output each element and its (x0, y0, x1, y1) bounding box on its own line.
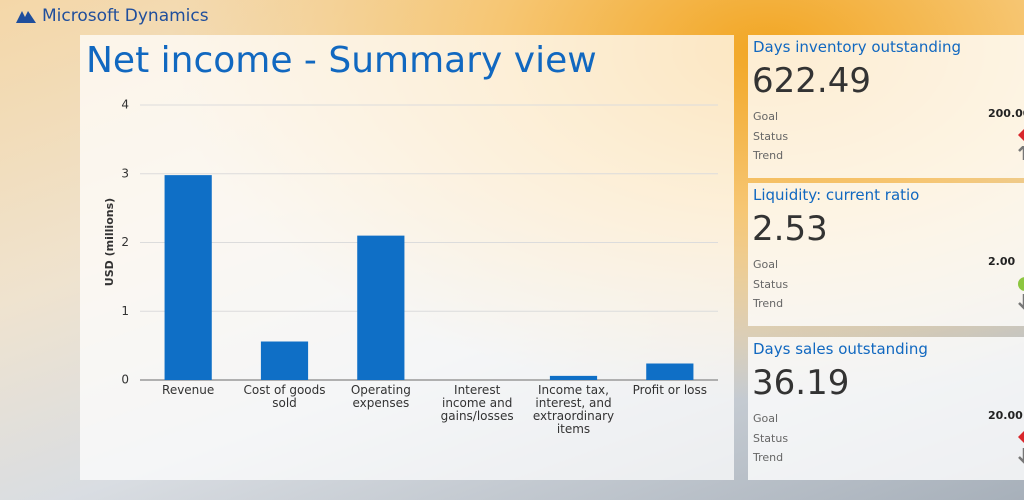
bar (646, 363, 694, 380)
goal-label: Goal (753, 110, 779, 123)
trend-icon (1018, 144, 1024, 166)
status-icon (1018, 276, 1024, 295)
goal-label: Goal (753, 412, 779, 425)
x-tick-label: Operating expenses (350, 383, 411, 410)
kpi-card: Days sales outstanding 36.19 Goal 20.00 Stat… (748, 337, 1024, 480)
status-icon (1018, 430, 1024, 449)
card-value: 622.49 (752, 61, 871, 101)
goal-label: Goal (753, 258, 779, 271)
trend-glyph (1018, 144, 1024, 160)
goal-value: 20.00 (988, 409, 1023, 422)
status-label: Status (753, 130, 789, 143)
status-glyph (1018, 431, 1024, 443)
y-tick-label: 3 (121, 166, 129, 180)
x-tick-label: Profit or loss (632, 383, 708, 397)
trend-icon (1018, 448, 1024, 468)
y-tick-label: 0 (121, 373, 129, 387)
brand-name: Microsoft Dynamics (42, 6, 209, 26)
x-tick-label: Revenue (162, 383, 215, 397)
y-tick-label: 4 (121, 98, 129, 112)
card-value: 36.19 (752, 363, 850, 403)
card-title: Days sales outstanding (753, 340, 928, 358)
y-tick-label: 1 (121, 304, 129, 318)
goal-value: 2.00 (988, 255, 1016, 268)
x-tick-label: Interest income and gains/losses (440, 383, 514, 423)
trend-glyph (1018, 448, 1024, 464)
bar (164, 175, 212, 380)
status-glyph (1018, 277, 1024, 291)
trend-label: Trend (753, 451, 784, 464)
goal-value: 200.00 (988, 107, 1024, 120)
card-title: Days inventory outstanding (753, 38, 962, 56)
status-label: Status (753, 432, 789, 445)
brand-logo (16, 11, 36, 23)
y-axis-label: USD (millions) (103, 198, 116, 286)
x-tick-label: Income tax, interest, and extraordinary … (532, 383, 615, 436)
card-title: Liquidity: current ratio (753, 186, 920, 204)
kpi-card: Days inventory outstanding 622.49 Goal 200.… (748, 35, 1024, 178)
kpi-card: Liquidity: current ratio 2.53 Goal 2.00 Stat… (748, 183, 1024, 326)
x-tick-label: Cost of goods sold (243, 383, 326, 410)
status-label: Status (753, 278, 789, 291)
chart: USD (millions) 0 1 2 3 4 (103, 98, 718, 387)
chart-title: Net income - Summary view (86, 40, 597, 81)
y-tick-label: 2 (121, 235, 129, 249)
bar (549, 375, 598, 380)
status-icon (1018, 128, 1024, 147)
card-value: 2.53 (752, 209, 828, 249)
status-glyph (1018, 129, 1024, 141)
trend-icon (1018, 294, 1024, 314)
brand: Microsoft Dynamics (14, 6, 209, 26)
trend-label: Trend (753, 149, 784, 162)
bar (357, 235, 405, 380)
bar (260, 341, 309, 380)
trend-label: Trend (753, 297, 784, 310)
trend-glyph (1018, 294, 1024, 310)
